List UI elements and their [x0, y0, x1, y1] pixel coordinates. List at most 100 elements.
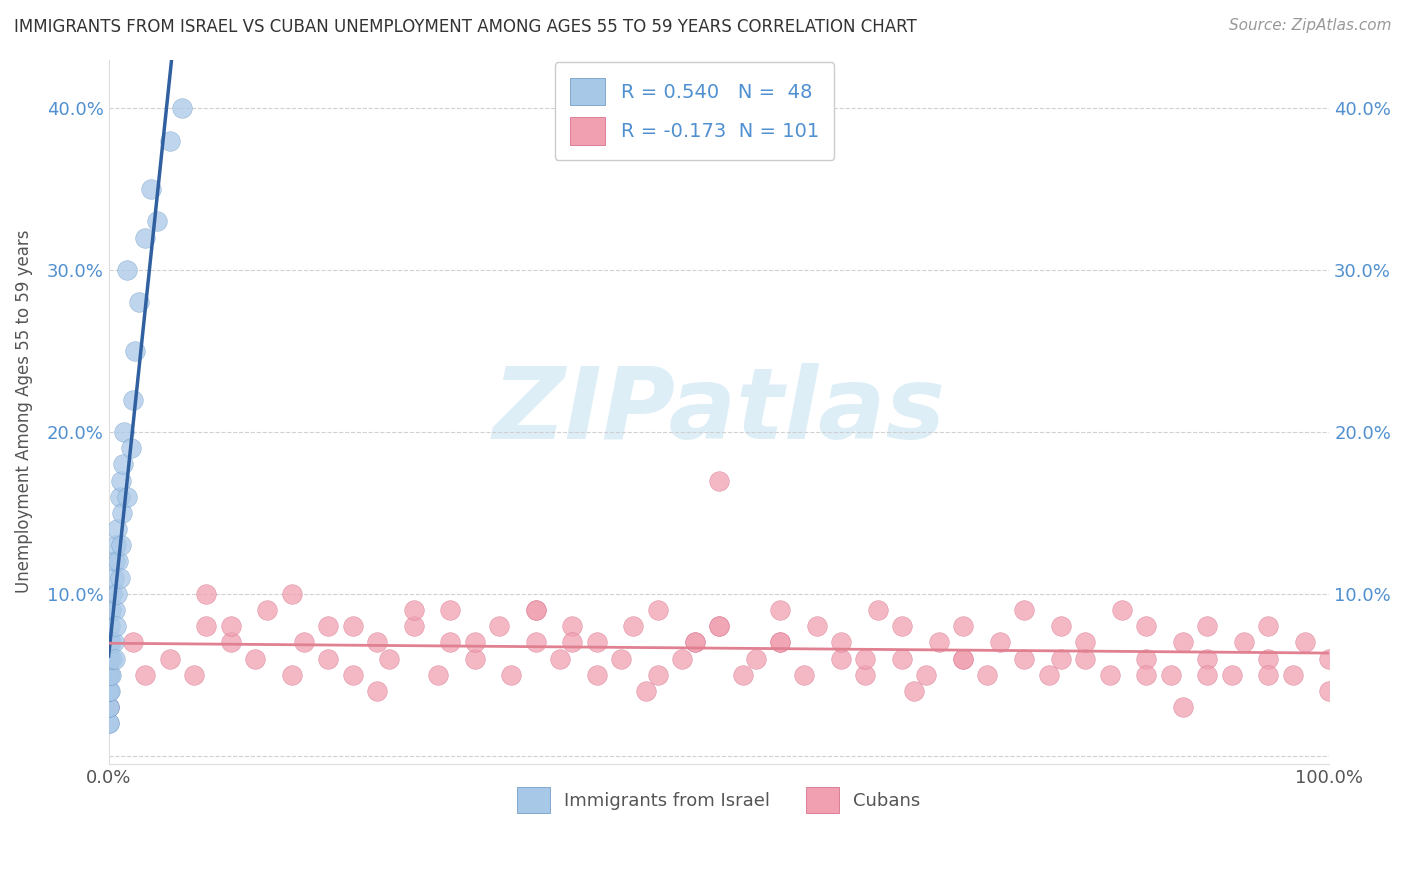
Cubans	[806, 619, 828, 633]
Cubans	[952, 619, 974, 633]
Cubans	[1220, 667, 1243, 681]
Cubans	[1233, 635, 1256, 649]
Cubans	[1294, 635, 1316, 649]
Cubans	[1012, 651, 1035, 665]
Cubans	[1257, 651, 1279, 665]
Cubans	[464, 635, 486, 649]
Immigrants from Israel	[146, 214, 169, 228]
Cubans	[561, 619, 583, 633]
Cubans	[634, 684, 657, 698]
Text: IMMIGRANTS FROM ISRAEL VS CUBAN UNEMPLOYMENT AMONG AGES 55 TO 59 YEARS CORRELATI: IMMIGRANTS FROM ISRAEL VS CUBAN UNEMPLOY…	[14, 18, 917, 36]
Immigrants from Israel	[98, 635, 121, 649]
Cubans	[830, 635, 852, 649]
Cubans	[427, 667, 450, 681]
Cubans	[524, 603, 547, 617]
Cubans	[97, 667, 120, 681]
Cubans	[280, 667, 302, 681]
Cubans	[342, 619, 364, 633]
Cubans	[891, 619, 914, 633]
Cubans	[1317, 651, 1340, 665]
Cubans	[928, 635, 950, 649]
Immigrants from Israel	[105, 522, 128, 536]
Cubans	[464, 651, 486, 665]
Cubans	[219, 619, 242, 633]
Cubans	[134, 667, 156, 681]
Cubans	[1160, 667, 1182, 681]
Cubans	[318, 651, 340, 665]
Cubans	[561, 635, 583, 649]
Cubans	[1197, 619, 1219, 633]
Immigrants from Israel	[100, 635, 122, 649]
Cubans	[402, 619, 425, 633]
Cubans	[548, 651, 571, 665]
Immigrants from Israel	[115, 490, 138, 504]
Cubans	[866, 603, 889, 617]
Immigrants from Israel	[97, 716, 120, 731]
Cubans	[830, 651, 852, 665]
Immigrants from Israel	[103, 571, 125, 585]
Cubans	[195, 619, 218, 633]
Immigrants from Israel	[114, 425, 136, 439]
Cubans	[1171, 700, 1194, 714]
Immigrants from Israel	[110, 538, 132, 552]
Immigrants from Israel	[108, 571, 131, 585]
Cubans	[1074, 635, 1097, 649]
Cubans	[915, 667, 938, 681]
Cubans	[855, 651, 877, 665]
Cubans	[988, 635, 1011, 649]
Cubans	[524, 635, 547, 649]
Cubans	[97, 651, 120, 665]
Cubans	[855, 667, 877, 681]
Cubans	[1317, 684, 1340, 698]
Immigrants from Israel	[98, 684, 121, 698]
Immigrants from Israel	[97, 684, 120, 698]
Immigrants from Israel	[159, 134, 181, 148]
Cubans	[744, 651, 766, 665]
Immigrants from Israel	[97, 700, 120, 714]
Cubans	[1171, 635, 1194, 649]
Immigrants from Israel	[115, 263, 138, 277]
Cubans	[1074, 651, 1097, 665]
Cubans	[707, 619, 730, 633]
Immigrants from Israel	[108, 490, 131, 504]
Cubans	[342, 667, 364, 681]
Cubans	[769, 635, 792, 649]
Immigrants from Israel	[100, 667, 122, 681]
Cubans	[318, 619, 340, 633]
Immigrants from Israel	[122, 392, 145, 407]
Cubans	[671, 651, 693, 665]
Immigrants from Israel	[110, 474, 132, 488]
Immigrants from Israel	[98, 651, 121, 665]
Cubans	[378, 651, 401, 665]
Immigrants from Israel	[98, 619, 121, 633]
Cubans	[243, 651, 266, 665]
Cubans	[1098, 667, 1121, 681]
Cubans	[586, 635, 609, 649]
Cubans	[793, 667, 815, 681]
Immigrants from Israel	[97, 684, 120, 698]
Cubans	[488, 619, 510, 633]
Immigrants from Israel	[97, 667, 120, 681]
Text: ZIPatlas: ZIPatlas	[492, 363, 945, 460]
Cubans	[1281, 667, 1303, 681]
Immigrants from Israel	[107, 554, 129, 568]
Cubans	[501, 667, 523, 681]
Immigrants from Israel	[124, 344, 146, 359]
Cubans	[122, 635, 145, 649]
Cubans	[1135, 667, 1157, 681]
Cubans	[402, 603, 425, 617]
Text: Source: ZipAtlas.com: Source: ZipAtlas.com	[1229, 18, 1392, 33]
Immigrants from Israel	[97, 667, 120, 681]
Y-axis label: Unemployment Among Ages 55 to 59 years: Unemployment Among Ages 55 to 59 years	[15, 230, 32, 593]
Immigrants from Israel	[105, 587, 128, 601]
Immigrants from Israel	[120, 441, 142, 455]
Cubans	[891, 651, 914, 665]
Cubans	[1135, 619, 1157, 633]
Immigrants from Israel	[104, 554, 127, 568]
Cubans	[524, 603, 547, 617]
Immigrants from Israel	[97, 700, 120, 714]
Immigrants from Israel	[98, 667, 121, 681]
Cubans	[366, 684, 388, 698]
Cubans	[256, 603, 278, 617]
Immigrants from Israel	[134, 230, 156, 244]
